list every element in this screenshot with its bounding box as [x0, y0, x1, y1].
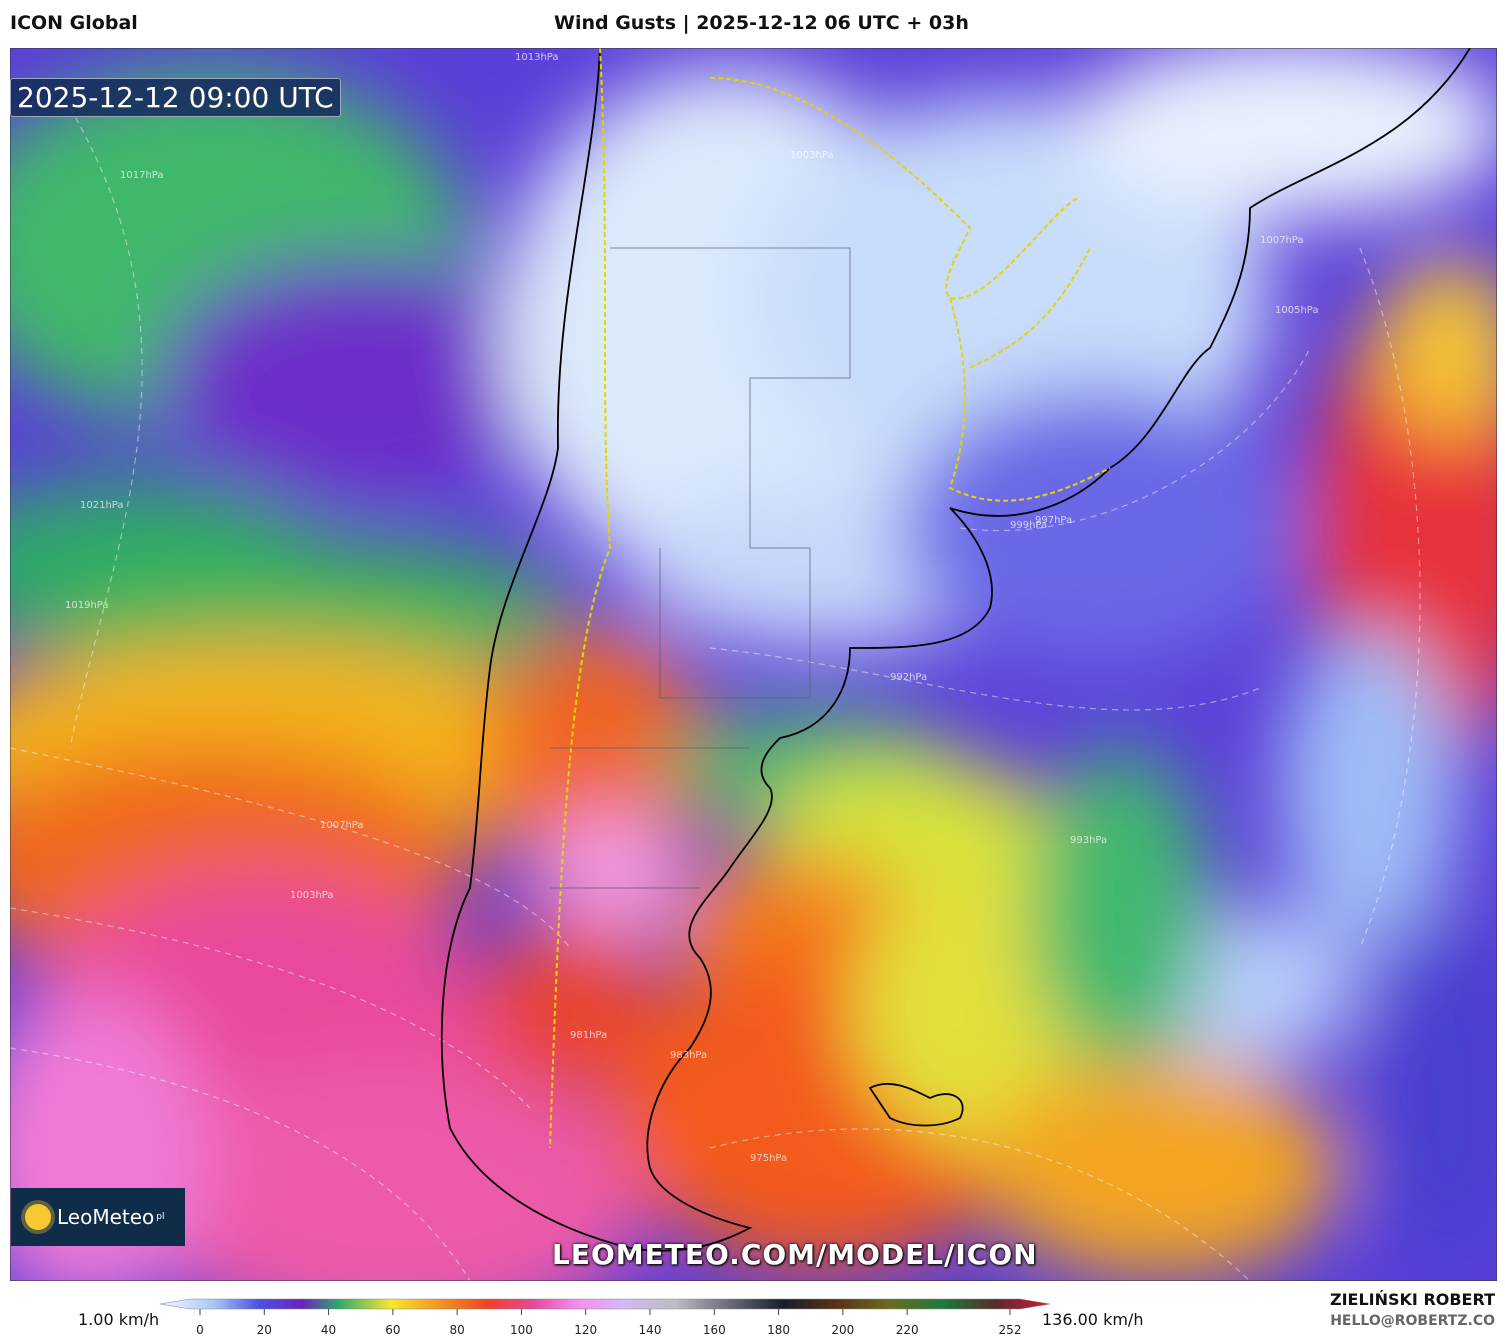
valid-time: 2025-12-12 09:00 UTC: [10, 78, 341, 117]
colorbar-tick-label: 0: [196, 1323, 204, 1337]
isobars: [10, 107, 1421, 1281]
colorbar-tick-label: 160: [703, 1323, 726, 1337]
borders: [549, 48, 1111, 1149]
isobar-label: 1003hPa: [290, 890, 334, 901]
colorbar-tick-label: 140: [639, 1323, 662, 1337]
colorbar-tick-label: 20: [257, 1323, 272, 1337]
author: ZIELIŃSKI ROBERT: [1329, 1290, 1495, 1309]
isobar-label: 997hPa: [1035, 515, 1072, 526]
isobar-label: 1007hPa: [1260, 235, 1304, 246]
contact: HELLO@ROBERTZ.CO: [1330, 1313, 1495, 1329]
isobar-label: 1013hPa: [515, 52, 559, 63]
wind-field: [10, 48, 1497, 1281]
isobar-label: 975hPa: [750, 1153, 787, 1164]
colorbar-tick-label: 40: [321, 1323, 336, 1337]
isobar-label: 983hPa: [670, 1050, 707, 1061]
isobar-label: 992hPa: [890, 672, 927, 683]
logo-suffix: pl: [156, 1212, 165, 1222]
colorbar-tick-label: 80: [450, 1323, 465, 1337]
colorbar-tick-label: 120: [574, 1323, 597, 1337]
colorbar-max: 136.00 km/h: [1042, 1310, 1144, 1329]
provinces: [550, 247, 851, 889]
coastline: [440, 48, 1471, 1252]
logo-name: LeoMeteo: [57, 1205, 155, 1229]
colorbar-tick-label: 180: [767, 1323, 790, 1337]
map-title: Wind Gusts | 2025-12-12 06 UTC + 03h: [554, 12, 969, 34]
watermark: LEOMETEO.COM/MODEL/ICON: [552, 1238, 1038, 1271]
colorbar-tick-label: 220: [896, 1323, 919, 1337]
isobar-label: 1017hPa: [120, 170, 164, 181]
isobar-label: 1019hPa: [65, 600, 109, 611]
isobar-label: 999hPa: [1010, 520, 1047, 531]
colorbar-tick-label: 252: [999, 1323, 1022, 1337]
colorbar-tick-label: 60: [385, 1323, 400, 1337]
isobar-label: 993hPa: [1070, 835, 1107, 846]
colorbar: 0 20 40 60 80 100 120 140 160 180 200 220 252: [159, 1298, 1051, 1337]
isobar-label: 1021hPa: [80, 500, 124, 511]
isobar-label: 981hPa: [570, 1030, 607, 1041]
map: 1013hPa 1017hPa 1003hPa 1007hPa 1005hPa 999hP…: [10, 48, 1497, 1281]
logo: LeoMeteo pl: [11, 1188, 185, 1246]
isobar-label: 1003hPa: [790, 150, 834, 161]
colorbar-min: 1.00 km/h: [78, 1310, 160, 1329]
colorbar-tick-label: 100: [510, 1323, 533, 1337]
model-name: ICON Global: [10, 12, 138, 34]
colorbar-tick-label: 200: [831, 1323, 854, 1337]
isobar-label: 1005hPa: [1275, 305, 1319, 316]
isobar-label: 1007hPa: [320, 820, 364, 831]
